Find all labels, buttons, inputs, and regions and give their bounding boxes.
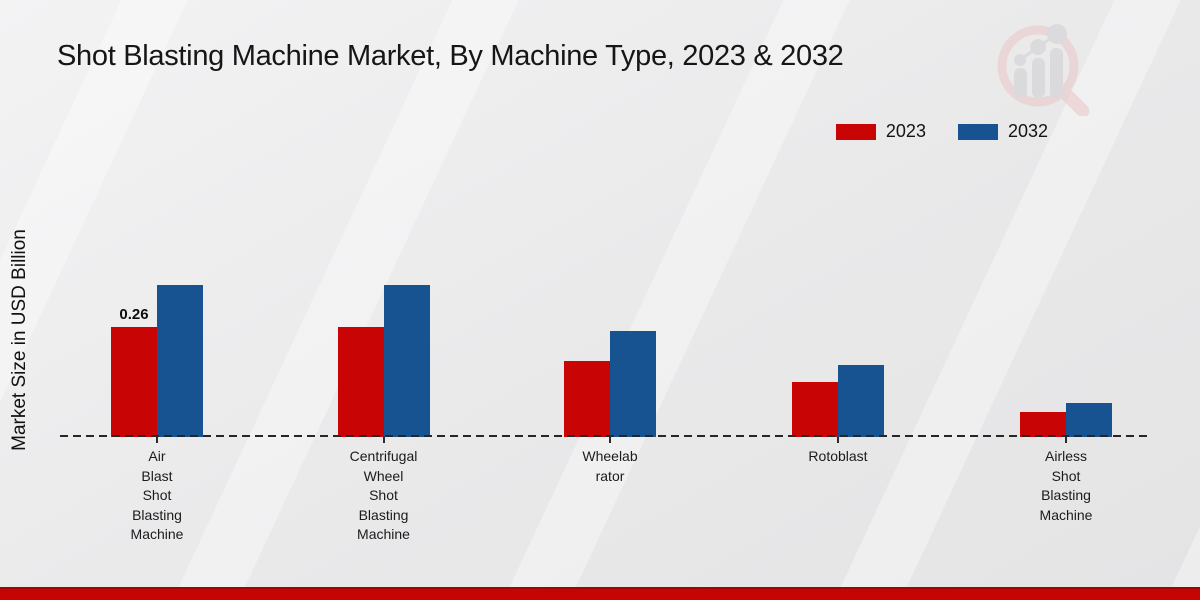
category-label: Rotoblast [808, 448, 868, 464]
bar-value-label: 0.26 [119, 306, 149, 324]
legend-item-2032: 2032 [957, 121, 1048, 142]
x-axis-tick [609, 437, 611, 443]
legend-label-2032: 2032 [1007, 121, 1048, 141]
magnifier-growth-chart-logo-icon [997, 24, 1090, 116]
bar-2032-category-2 [610, 331, 656, 437]
legend-label-2023: 2023 [885, 121, 926, 141]
x-axis-tick [837, 437, 839, 443]
bar-2023-category-0 [111, 327, 157, 437]
x-axis-tick [382, 437, 385, 443]
plot-area: Air Blast Shot Blasting Machine Centrifugal Wh… [60, 137, 1150, 542]
x-axis-tick [156, 437, 158, 443]
bar-2023-category-3 [792, 382, 838, 437]
bar-2032-category-1 [383, 285, 430, 437]
chart-title: Shot Blasting Machine Market, By Machine… [57, 40, 844, 72]
bar-2032-category-0 [157, 285, 203, 437]
bar-2023-category-2 [564, 361, 610, 437]
legend-item-2023: 2023 [835, 121, 926, 142]
category-label: Airless Shot Blasting Machine [1039, 448, 1093, 523]
category-label: Air Blast Shot Blasting Machine [130, 448, 184, 542]
bar-2032-category-3 [838, 365, 884, 437]
x-axis-line [60, 435, 1150, 437]
y-axis-title: Market Size in USD Billion [9, 229, 30, 451]
x-axis-tick [1065, 437, 1067, 443]
category-label: Centrifugal Wheel Shot Blasting Machine [349, 448, 418, 542]
bar-2032-category-4 [1066, 403, 1112, 437]
footer-red-band [0, 587, 1200, 600]
legend-swatch-2023-icon [835, 123, 876, 140]
legend-swatch-2032-icon [957, 123, 998, 140]
legend: 2023 2032 [835, 121, 1048, 142]
bar-2023-category-1 [337, 327, 384, 437]
bar-2023-category-4 [1020, 412, 1066, 437]
category-label: Wheelab rator [582, 448, 638, 484]
